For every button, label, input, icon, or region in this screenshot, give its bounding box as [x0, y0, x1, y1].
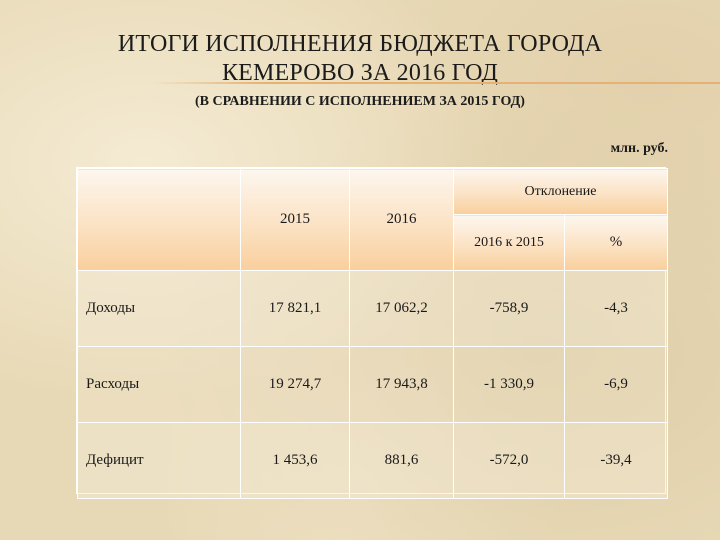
header-deviation-abs: 2016 к 2015	[453, 214, 565, 271]
table-row-deficit: Дефицит 1 453,6 881,6 -572,0 -39,4	[77, 422, 669, 499]
title-divider	[150, 82, 720, 84]
cell-deviation-abs: -572,0	[453, 422, 565, 499]
cell-2016: 881,6	[349, 422, 454, 499]
cell-deviation-abs: -1 330,9	[453, 346, 565, 423]
table-row-expenses: Расходы 19 274,7 17 943,8 -1 330,9 -6,9	[77, 346, 669, 423]
header-deviation: Отклонение	[452, 168, 669, 215]
cell-2016: 17 943,8	[349, 346, 454, 423]
cell-deviation-pct: -39,4	[563, 422, 669, 499]
slide-title-line1: ИТОГИ ИСПОЛНЕНИЯ БЮДЖЕТА ГОРОДА	[117, 31, 603, 57]
slide-subtitle: (В СРАВНЕНИИ С ИСПОЛНЕНИЕМ ЗА 2015 ГОД)	[195, 94, 525, 109]
cell-deviation-abs: -758,9	[453, 270, 565, 347]
cell-2015: 17 821,1	[240, 270, 350, 347]
cell-2016: 17 062,2	[349, 270, 454, 347]
row-label: Дефицит	[77, 422, 241, 499]
row-label: Доходы	[77, 270, 241, 347]
cell-deviation-pct: -4,3	[563, 270, 669, 347]
units-label: млн. руб.	[610, 141, 668, 156]
header-deviation-pct: %	[563, 214, 669, 271]
table-row-income: Доходы 17 821,1 17 062,2 -758,9 -4,3	[77, 270, 669, 347]
cell-2015: 1 453,6	[240, 422, 350, 499]
header-year-2016: 2016	[349, 168, 454, 271]
budget-table: 2015 2016 Отклонение 2016 к 2015 % Доход…	[76, 167, 669, 499]
header-year-2015: 2015	[240, 168, 350, 271]
row-label: Расходы	[77, 346, 241, 423]
cell-deviation-pct: -6,9	[563, 346, 669, 423]
slide-title: ИТОГИ ИСПОЛНЕНИЯ БЮДЖЕТА ГОРОДА КЕМЕРОВО…	[40, 30, 680, 88]
slide-title-line2: КЕМЕРОВО ЗА 2016 ГОД	[221, 60, 499, 86]
header-corner	[77, 168, 241, 271]
cell-2015: 19 274,7	[240, 346, 350, 423]
